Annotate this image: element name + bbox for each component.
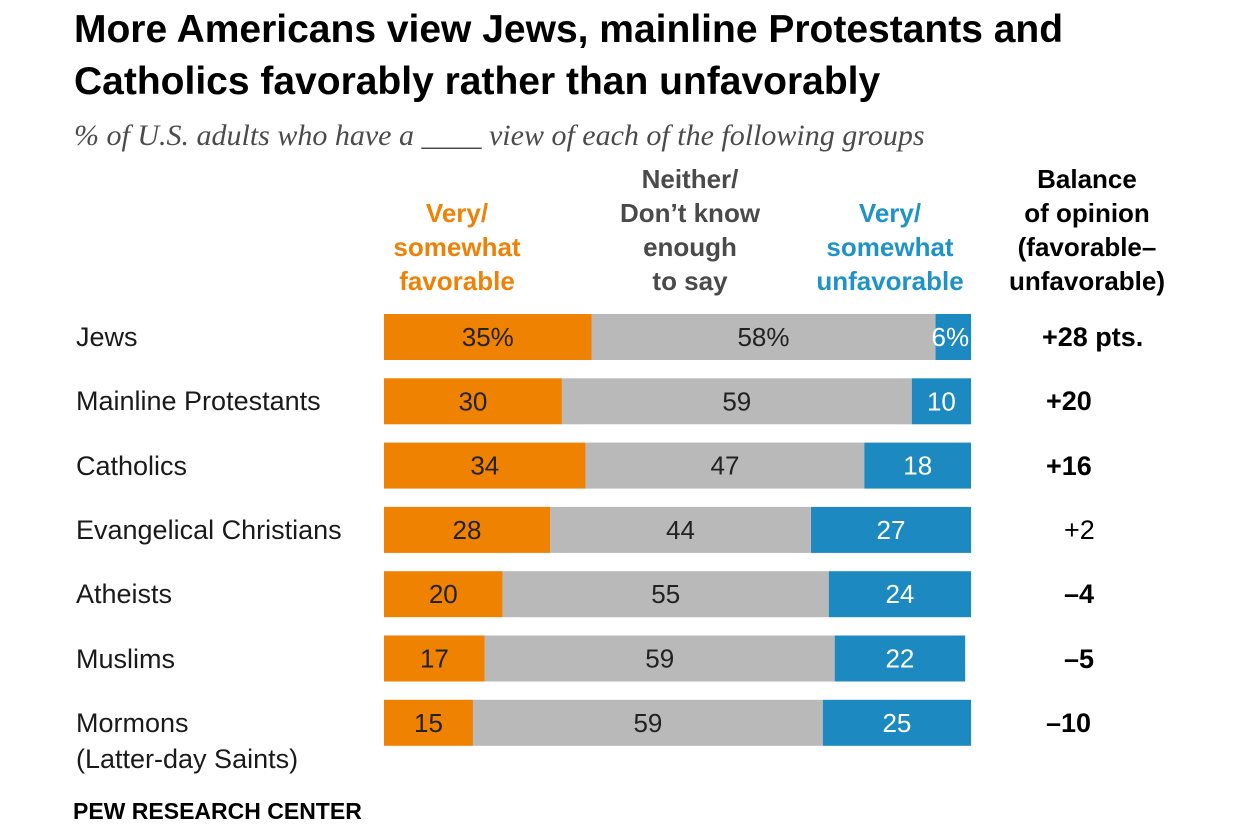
bar-neither (472, 699, 823, 746)
row-label: Evangelical Christians (76, 514, 342, 545)
bar-unfavorable (811, 506, 972, 553)
column-header-favorable: Very/ somewhat favorable (393, 198, 521, 296)
data-label-favorable: 30 (458, 386, 487, 416)
bar-unfavorable (911, 378, 972, 425)
bar-neither (502, 571, 829, 618)
bar-unfavorable (935, 314, 972, 360)
bar-unfavorable (834, 635, 966, 682)
data-label-unfavorable: 22 (885, 644, 914, 674)
data-label-neither: 59 (633, 708, 662, 738)
data-label-neither: 58% (737, 322, 789, 352)
data-label-neither: 44 (666, 515, 695, 545)
bar-favorable (384, 635, 485, 682)
data-label-unfavorable: 24 (885, 579, 914, 609)
data-label-unfavorable: 25 (882, 708, 911, 738)
data-label-unfavorable: 18 (903, 451, 932, 481)
column-header-balance: Balance of opinion (favorable– unfavorab… (1008, 164, 1166, 296)
bar-neither (484, 635, 835, 682)
data-label-unfavorable: 6% (932, 322, 970, 352)
source-footer: PEW RESEARCH CENTER (73, 798, 362, 824)
data-label-favorable: 35% (462, 322, 514, 352)
row-label: Catholics (76, 450, 188, 481)
bar-favorable (384, 378, 562, 425)
bar-unfavorable (864, 442, 971, 489)
column-header-unfavorable: Very/ somewhat unfavorable (816, 198, 964, 296)
bar-favorable (384, 314, 592, 360)
data-label-favorable: 34 (470, 451, 499, 481)
bar-favorable (384, 442, 586, 489)
row-label: Muslims (76, 643, 175, 674)
bar-neither (591, 314, 936, 360)
data-label-neither: 59 (722, 386, 751, 416)
bar-unfavorable (822, 699, 972, 746)
data-label-favorable: 15 (414, 708, 443, 738)
row-label: Atheists (76, 579, 173, 610)
row-label: Jews (76, 322, 138, 352)
bar-favorable (384, 699, 473, 746)
bar-neither (550, 506, 811, 553)
column-header-neither: Neither/ Don’t know enough to say (619, 164, 761, 296)
data-label-neither: 55 (651, 579, 680, 609)
data-label-favorable: 17 (420, 644, 449, 674)
row-label: Mormons (Latter-day Saints) (76, 707, 299, 774)
data-label-favorable: 28 (453, 515, 482, 545)
balance-value: +20 (1046, 386, 1092, 417)
balance-value: +16 (1046, 450, 1092, 481)
chart-subtitle: % of U.S. adults who have a ____ view of… (74, 119, 925, 152)
chart-title: More Americans view Jews, mainline Prote… (74, 8, 1064, 103)
bar-unfavorable (828, 571, 972, 618)
balance-value: –4 (1064, 579, 1095, 610)
balance-value: +28 pts. (1042, 322, 1144, 352)
balance-value: –10 (1046, 707, 1092, 738)
data-label-neither: 47 (711, 451, 740, 481)
bar-neither (585, 442, 865, 489)
data-label-favorable: 20 (429, 579, 458, 609)
balance-value: –5 (1064, 643, 1095, 674)
bar-neither (561, 378, 912, 425)
data-label-unfavorable: 10 (927, 386, 956, 416)
data-label-neither: 59 (645, 644, 674, 674)
balance-value: +2 (1064, 514, 1095, 545)
data-label-unfavorable: 27 (877, 515, 906, 545)
row-label: Mainline Protestants (76, 386, 321, 417)
bar-favorable (384, 571, 503, 618)
bar-favorable (384, 506, 550, 553)
